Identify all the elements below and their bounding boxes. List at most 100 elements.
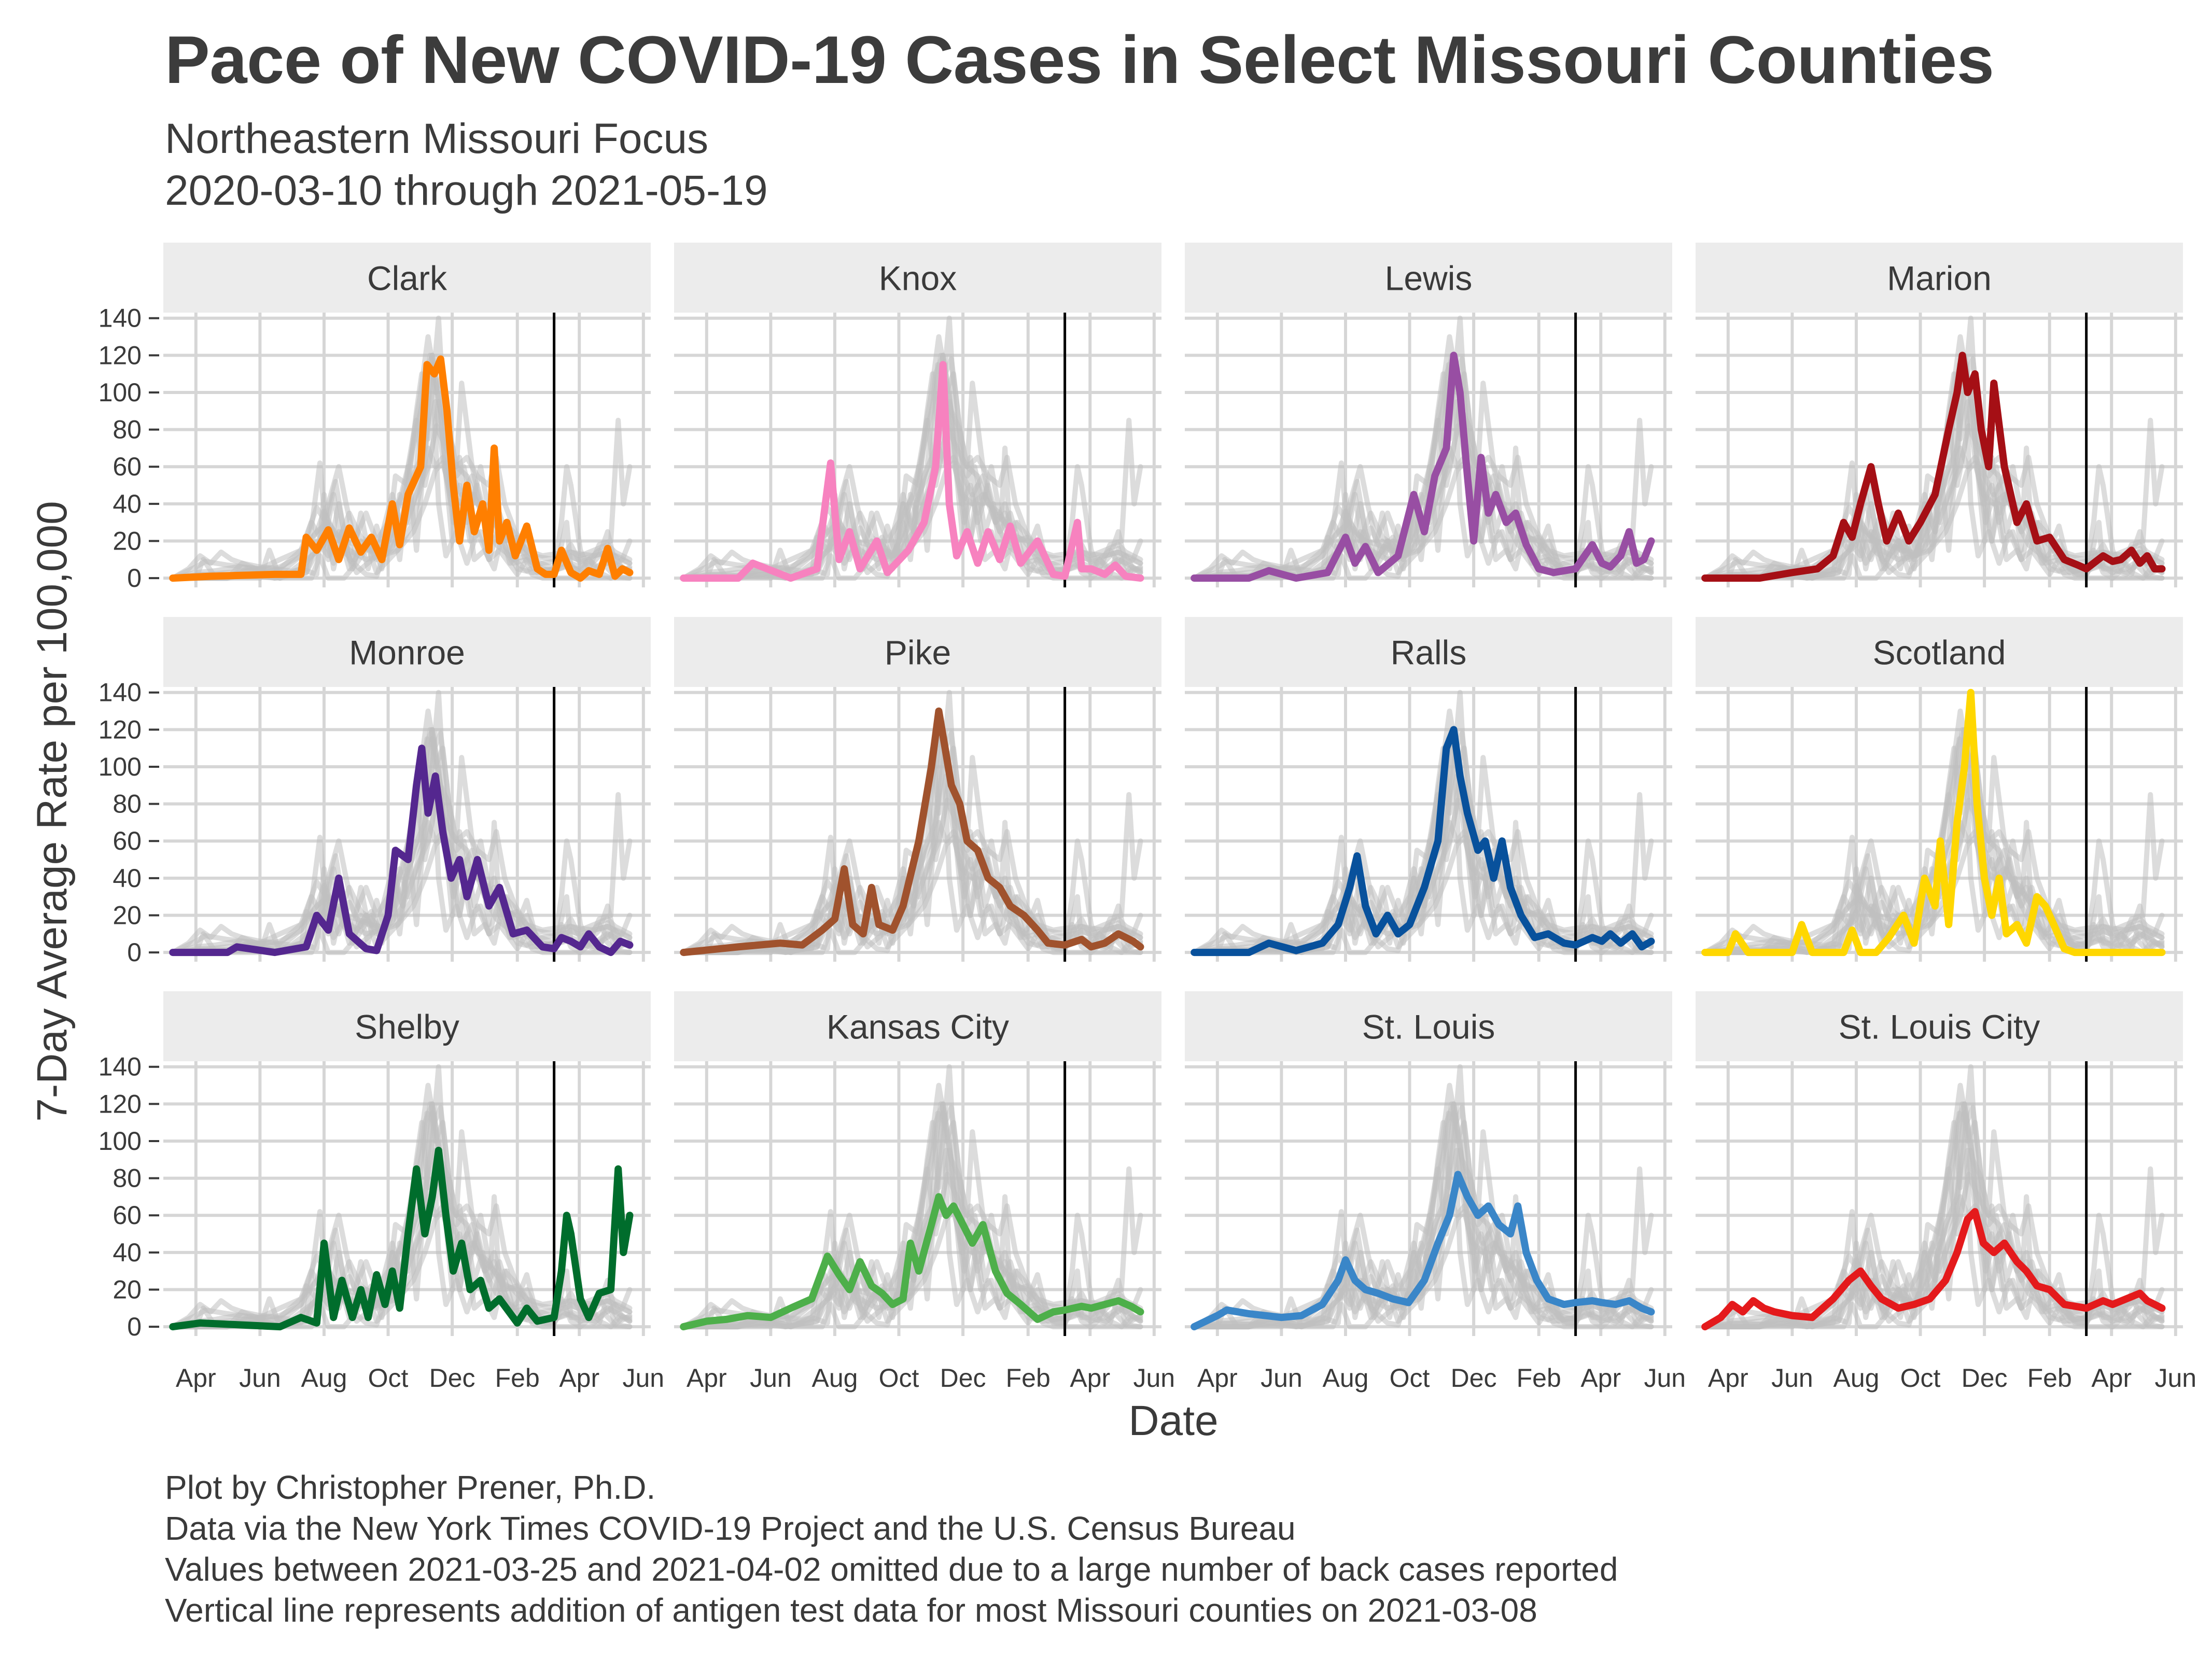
y-tick-label: 80	[113, 415, 142, 444]
facet-strip	[163, 243, 651, 313]
x-tick-label: Feb	[1006, 1363, 1051, 1393]
subtitle-line: 2020-03-10 through 2021-05-19	[165, 167, 768, 214]
y-tick-label: 60	[113, 826, 142, 855]
x-tick-label: Jun	[2155, 1363, 2197, 1393]
series-line	[1191, 726, 1655, 957]
background-series-line	[1702, 460, 2165, 581]
x-tick-label: Aug	[301, 1363, 347, 1393]
facet-label: Knox	[879, 259, 957, 298]
x-tick-label: Dec	[940, 1363, 986, 1393]
series-line	[680, 361, 1144, 582]
x-tick-label: Oct	[368, 1363, 409, 1393]
x-tick-label: Apr	[1070, 1363, 1110, 1393]
x-tick-label: Jun	[1644, 1363, 1686, 1393]
y-tick-label: 80	[113, 1164, 142, 1193]
facet-panel: Pike	[674, 617, 1161, 962]
y-axis-title: 7-Day Average Rate per 100,000	[29, 501, 76, 1121]
y-tick-label: 40	[113, 489, 142, 518]
x-tick-label: Apr	[176, 1363, 216, 1393]
series-line	[169, 355, 634, 582]
facet-label: Monroe	[349, 634, 465, 672]
facet-strip	[1696, 243, 2183, 313]
x-tick-label: Feb	[495, 1363, 540, 1393]
x-axis-title: Date	[1128, 1397, 1218, 1444]
x-tick-label: Aug	[1322, 1363, 1368, 1393]
y-tick-label: 140	[99, 304, 142, 333]
facet-strip	[163, 991, 651, 1061]
chart-subtitle: Northeastern Missouri Focus 2020-03-10 t…	[165, 113, 768, 217]
facet-strip	[1696, 991, 2183, 1061]
facet-label: St. Louis	[1362, 1008, 1495, 1046]
y-tick-label: 100	[99, 378, 142, 407]
series-line	[680, 707, 1144, 957]
chart-caption: Plot by Christopher Prener, Ph.D. Data v…	[165, 1467, 1618, 1631]
y-tick-label: 20	[113, 901, 142, 930]
facet-strip	[1185, 243, 1672, 313]
series-line	[1191, 1171, 1655, 1331]
facet-label: St. Louis City	[1839, 1008, 2040, 1046]
y-tick-label: 80	[113, 790, 142, 819]
facet-panel: Scotland	[1696, 617, 2183, 962]
series-line	[169, 744, 634, 957]
background-series-line	[681, 835, 1143, 955]
series-line	[1701, 1208, 2166, 1331]
subtitle-line: Northeastern Missouri Focus	[165, 115, 709, 162]
facet-strip	[674, 617, 1161, 687]
x-tick-label: Jun	[623, 1363, 665, 1393]
x-tick-label: Dec	[1451, 1363, 1497, 1393]
facet-panel: Ralls	[1185, 617, 1672, 962]
x-tick-label: Feb	[1517, 1363, 1561, 1393]
x-tick-label: Apr	[2091, 1363, 2132, 1393]
y-tick-label: 140	[99, 1052, 142, 1081]
facet-panel: St. Louis Apr Jun Aug Oct Dec Feb Apr Jun	[1185, 991, 1686, 1393]
x-tick-label: Jun	[239, 1363, 281, 1393]
x-tick-label: Oct	[1390, 1363, 1430, 1393]
x-tick-label: Jun	[750, 1363, 792, 1393]
x-tick-label: Oct	[1900, 1363, 1941, 1393]
facet-label: Kansas City	[827, 1008, 1009, 1046]
series-line	[1191, 352, 1655, 582]
x-tick-label: Apr	[559, 1363, 599, 1393]
facet-panel: Clark 0 20 40 60 80 100 120 140	[99, 243, 651, 593]
y-tick-label: 0	[127, 1312, 142, 1341]
facet-strip	[1185, 991, 1672, 1061]
caption-line: Vertical line represents addition of ant…	[165, 1592, 1537, 1629]
x-tick-label: Apr	[1708, 1363, 1748, 1393]
y-tick-label: 0	[127, 564, 142, 593]
x-tick-label: Jun	[1771, 1363, 1813, 1393]
series-line	[1701, 352, 2166, 582]
y-tick-label: 120	[99, 341, 142, 370]
facet-strip	[674, 243, 1161, 313]
facet-strip	[163, 617, 651, 687]
series-line	[169, 1146, 634, 1331]
facet-panel: Lewis	[1185, 243, 1672, 587]
facet-strip	[1696, 617, 2183, 687]
series-line	[680, 1193, 1144, 1331]
x-tick-label: Dec	[429, 1363, 475, 1393]
y-tick-label: 140	[99, 678, 142, 707]
facet-label: Pike	[885, 634, 951, 672]
y-tick-label: 60	[113, 452, 142, 481]
background-series-line	[170, 835, 633, 955]
x-tick-label: Jun	[1261, 1363, 1303, 1393]
x-tick-label: Apr	[1580, 1363, 1621, 1393]
x-tick-label: Dec	[1962, 1363, 2008, 1393]
caption-line: Plot by Christopher Prener, Ph.D.	[165, 1469, 656, 1506]
x-tick-label: Jun	[1133, 1363, 1175, 1393]
facet-panel: St. Louis City Apr Jun Aug Oct Dec Feb Apr Jun	[1696, 991, 2196, 1393]
chart-title: Pace of New COVID-19 Cases in Select Mis…	[165, 22, 1994, 97]
facet-strip	[674, 991, 1161, 1061]
facet-label: Lewis	[1385, 259, 1473, 298]
facet-label: Shelby	[355, 1008, 459, 1046]
caption-line: Values between 2021-03-25 and 2021-04-02…	[165, 1551, 1618, 1588]
background-series-line	[1192, 1209, 1654, 1330]
y-tick-label: 40	[113, 864, 142, 893]
x-tick-label: Apr	[687, 1363, 727, 1393]
y-tick-label: 0	[127, 938, 142, 967]
facet-label: Scotland	[1873, 634, 2006, 672]
y-tick-label: 120	[99, 1089, 142, 1118]
y-tick-label: 100	[99, 752, 142, 781]
background-series-line	[1192, 835, 1654, 955]
facet-label: Marion	[1887, 259, 1992, 298]
series-line	[1701, 688, 2166, 957]
